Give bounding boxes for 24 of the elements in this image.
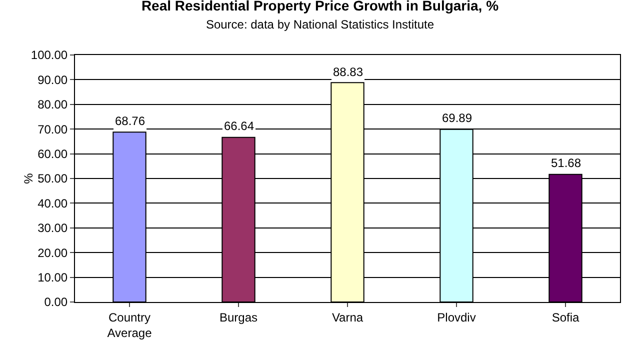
y-tick-label: 30.00	[38, 221, 68, 236]
data-label: 69.89	[442, 111, 472, 125]
data-label: 66.64	[224, 119, 254, 133]
x-tick-label: Sofia	[552, 310, 580, 324]
y-tick-label: 50.00	[38, 172, 68, 186]
data-label: 68.76	[115, 114, 146, 128]
y-tick-label: 10.00	[38, 270, 68, 284]
y-tick-label: 40.00	[38, 196, 68, 210]
x-tick-label: Varna	[332, 310, 364, 324]
y-tick-label: 70.00	[38, 122, 68, 136]
y-tick-label: 100.00	[30, 48, 68, 62]
y-axis-title: %	[22, 172, 36, 184]
y-tick-label: 0.00	[44, 295, 68, 310]
y-tick-label: 80.00	[38, 98, 68, 112]
x-tick-label: Country Average	[107, 310, 152, 340]
y-tick-label: 60.00	[38, 147, 68, 161]
chart-subtitle: Source: data by National Statistics Institute	[206, 18, 434, 32]
y-tick-label: 90.00	[38, 72, 68, 87]
x-tick-label: Burgas	[219, 310, 258, 324]
y-tick-label: 20.00	[38, 246, 68, 260]
data-label: 88.83	[333, 65, 364, 79]
chart-title: Real Residential Property Price Growth in Bulgaria, %	[141, 0, 500, 14]
data-label: 51.68	[551, 156, 582, 170]
x-tick-label: Plovdiv	[437, 310, 476, 324]
